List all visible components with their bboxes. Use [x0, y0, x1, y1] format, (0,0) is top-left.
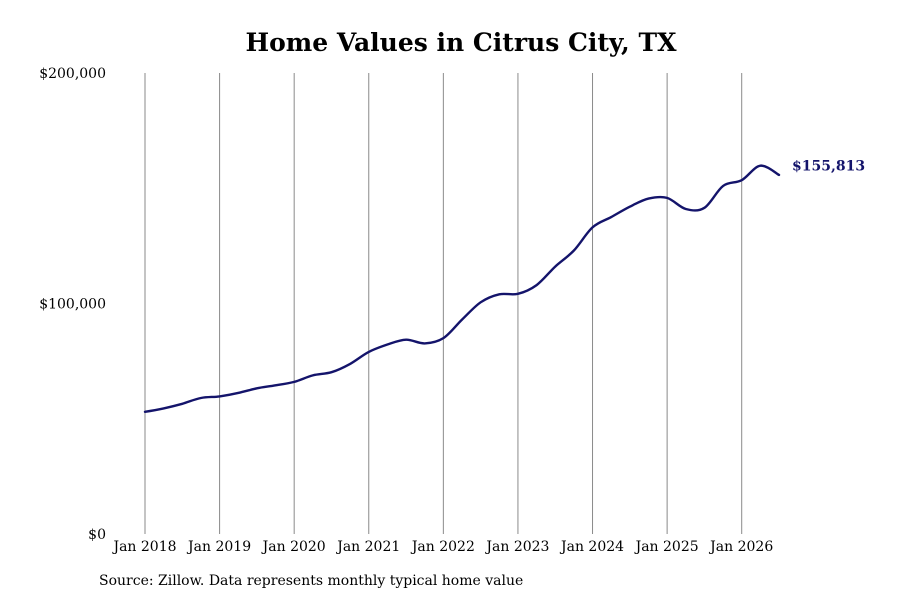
- gridlines: [144, 73, 743, 534]
- last-value-label: $155,813: [792, 159, 865, 175]
- source-note: Source: Zillow. Data represents monthly …: [99, 573, 524, 589]
- x-tick-label: Jan 2025: [634, 539, 699, 555]
- y-axis: $0 $100,000 $200,000: [39, 66, 106, 543]
- y-tick-label: $100,000: [39, 297, 106, 313]
- x-tick-label: Jan 2019: [186, 539, 251, 555]
- x-tick-label: Jan 2024: [559, 539, 624, 555]
- series-line-home-value: [143, 164, 781, 413]
- x-tick-label: Jan 2026: [708, 539, 773, 555]
- x-tick-label: Jan 2018: [111, 539, 176, 555]
- chart-title: Home Values in Citrus City, TX: [245, 28, 677, 57]
- x-tick-label: Jan 2023: [484, 539, 549, 555]
- x-axis: Jan 2018 Jan 2019 Jan 2020 Jan 2021 Jan 2022…: [111, 539, 773, 555]
- x-tick-label: Jan 2020: [261, 539, 326, 555]
- y-tick-label: $200,000: [39, 66, 106, 82]
- y-tick-label: $0: [88, 527, 106, 543]
- x-tick-label: Jan 2022: [410, 539, 475, 555]
- x-tick-label: Jan 2021: [335, 539, 400, 555]
